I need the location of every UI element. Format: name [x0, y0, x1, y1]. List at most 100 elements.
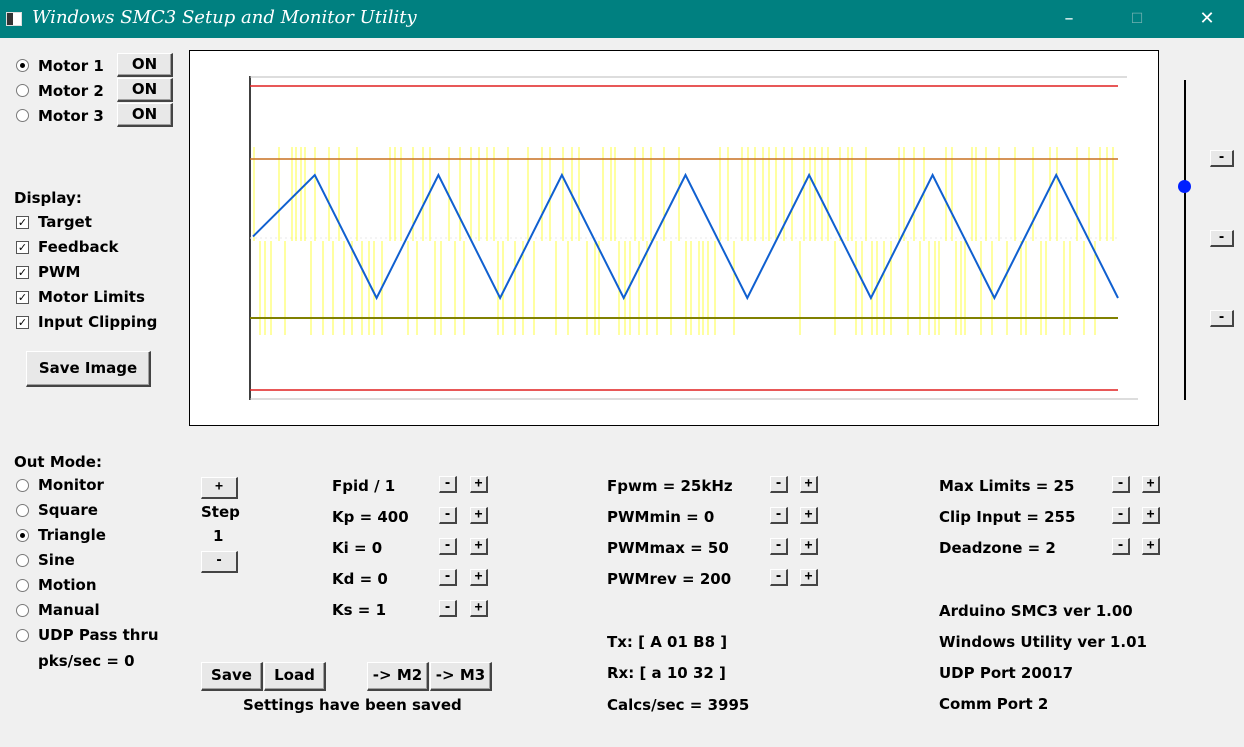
target-label: Target — [38, 213, 92, 231]
mode-motion-radio[interactable] — [16, 579, 29, 592]
deadzone-label: Deadzone = 2 — [939, 539, 1056, 557]
arduino-version: Arduino SMC3 ver 1.00 — [939, 602, 1133, 620]
slider-thumb[interactable] — [1178, 179, 1191, 193]
mode-udp-label: UDP Pass thru — [38, 626, 159, 644]
motor-1-on-button[interactable]: ON — [117, 53, 173, 77]
mode-sine-label: Sine — [38, 551, 75, 569]
input-clipping-label: Input Clipping — [38, 313, 158, 331]
kp-label: Kp = 400 — [332, 508, 409, 526]
udp-port: UDP Port 20017 — [939, 664, 1074, 682]
kp-minus-button[interactable]: - — [439, 507, 457, 524]
motor-1-radio[interactable] — [16, 59, 29, 72]
deadzone-minus-button[interactable]: - — [1112, 538, 1130, 555]
title-bar[interactable]: Windows SMC3 Setup and Monitor Utility –… — [0, 0, 1244, 38]
motor-2-label: Motor 2 — [38, 82, 104, 100]
rx-readout: Rx: [ a 10 32 ] — [607, 664, 726, 682]
max-limits-plus-button[interactable]: + — [1142, 476, 1160, 493]
pwmrev-minus-button[interactable]: - — [770, 569, 788, 586]
pwm-label: PWM — [38, 263, 81, 281]
max-limits-minus-button[interactable]: - — [1112, 476, 1130, 493]
save-button[interactable]: Save — [201, 662, 263, 691]
pwmmax-minus-button[interactable]: - — [770, 538, 788, 555]
comm-port: Comm Port 2 — [939, 695, 1049, 713]
ks-minus-button[interactable]: - — [439, 600, 457, 617]
pwmrev-plus-button[interactable]: + — [800, 569, 818, 586]
close-button[interactable]: ✕ — [1199, 8, 1215, 29]
mode-motion-label: Motion — [38, 576, 97, 594]
slider-middle-button[interactable]: - — [1210, 230, 1234, 247]
ks-plus-button[interactable]: + — [470, 600, 488, 617]
motor-1-label: Motor 1 — [38, 57, 104, 75]
slider-track[interactable] — [1184, 80, 1186, 400]
fpwm-label: Fpwm = 25kHz — [607, 477, 733, 495]
step-label: Step — [201, 503, 240, 521]
mode-triangle-radio[interactable] — [16, 529, 29, 542]
save-image-button[interactable]: Save Image — [26, 351, 151, 387]
motor-limits-checkbox[interactable]: ✓ — [16, 291, 29, 304]
motor-3-on-button[interactable]: ON — [117, 103, 173, 127]
pwmrev-label: PWMrev = 200 — [607, 570, 732, 588]
pwmmax-plus-button[interactable]: + — [800, 538, 818, 555]
pwmmin-minus-button[interactable]: - — [770, 507, 788, 524]
client-area: Motor 1 ON Motor 2 ON Motor 3 ON Display… — [0, 38, 1244, 747]
ks-label: Ks = 1 — [332, 601, 387, 619]
target-checkbox[interactable]: ✓ — [16, 216, 29, 229]
fpid-plus-button[interactable]: + — [470, 476, 488, 493]
fpwm-plus-button[interactable]: + — [800, 476, 818, 493]
copy-to-m2-button[interactable]: -> M2 — [367, 662, 429, 691]
mode-monitor-label: Monitor — [38, 476, 104, 494]
minimize-button[interactable]: – — [1064, 8, 1074, 29]
step-value: 1 — [213, 527, 224, 545]
utility-version: Windows Utility ver 1.01 — [939, 633, 1147, 651]
max-limits-label: Max Limits = 25 — [939, 477, 1075, 495]
out-mode-heading: Out Mode: — [14, 453, 102, 471]
feedback-checkbox[interactable]: ✓ — [16, 241, 29, 254]
maximize-button[interactable]: ☐ — [1130, 11, 1144, 27]
slider-upper-button[interactable]: - — [1210, 150, 1234, 167]
mode-triangle-label: Triangle — [38, 526, 106, 544]
tx-readout: Tx: [ A 01 B8 ] — [607, 633, 728, 651]
mode-manual-radio[interactable] — [16, 604, 29, 617]
deadzone-plus-button[interactable]: + — [1142, 538, 1160, 555]
step-minus-button[interactable]: - — [201, 551, 238, 573]
kp-plus-button[interactable]: + — [470, 507, 488, 524]
motor-3-radio[interactable] — [16, 109, 29, 122]
monitor-plot — [189, 50, 1159, 426]
pwm-trace — [253, 147, 1114, 335]
target-trace — [252, 172, 1119, 301]
motor-2-radio[interactable] — [16, 84, 29, 97]
kd-plus-button[interactable]: + — [470, 569, 488, 586]
kd-label: Kd = 0 — [332, 570, 388, 588]
calcs-readout: Calcs/sec = 3995 — [607, 696, 750, 714]
display-heading: Display: — [14, 189, 82, 207]
app-icon — [6, 12, 22, 26]
pwm-checkbox[interactable]: ✓ — [16, 266, 29, 279]
mode-square-label: Square — [38, 501, 98, 519]
mode-square-radio[interactable] — [16, 504, 29, 517]
motor-2-on-button[interactable]: ON — [117, 78, 173, 102]
feedback-label: Feedback — [38, 238, 119, 256]
mode-sine-radio[interactable] — [16, 554, 29, 567]
copy-to-m3-button[interactable]: -> M3 — [430, 662, 492, 691]
step-plus-button[interactable]: + — [201, 477, 238, 499]
pwmmax-label: PWMmax = 50 — [607, 539, 729, 557]
pwmmin-plus-button[interactable]: + — [800, 507, 818, 524]
load-button[interactable]: Load — [264, 662, 326, 691]
pks-sec-readout: pks/sec = 0 — [38, 652, 135, 670]
clip-input-minus-button[interactable]: - — [1112, 507, 1130, 524]
clip-input-plus-button[interactable]: + — [1142, 507, 1160, 524]
motor-limits-label: Motor Limits — [38, 288, 145, 306]
input-clipping-checkbox[interactable]: ✓ — [16, 316, 29, 329]
fpwm-minus-button[interactable]: - — [770, 476, 788, 493]
ki-minus-button[interactable]: - — [439, 538, 457, 555]
slider-lower-button[interactable]: - — [1210, 310, 1234, 327]
ki-plus-button[interactable]: + — [470, 538, 488, 555]
kd-minus-button[interactable]: - — [439, 569, 457, 586]
plot-canvas — [249, 76, 1138, 400]
mode-udp-radio[interactable] — [16, 629, 29, 642]
mode-monitor-radio[interactable] — [16, 479, 29, 492]
fpid-minus-button[interactable]: - — [439, 476, 457, 493]
window-title: Windows SMC3 Setup and Monitor Utility — [32, 7, 417, 28]
settings-status: Settings have been saved — [243, 696, 462, 714]
